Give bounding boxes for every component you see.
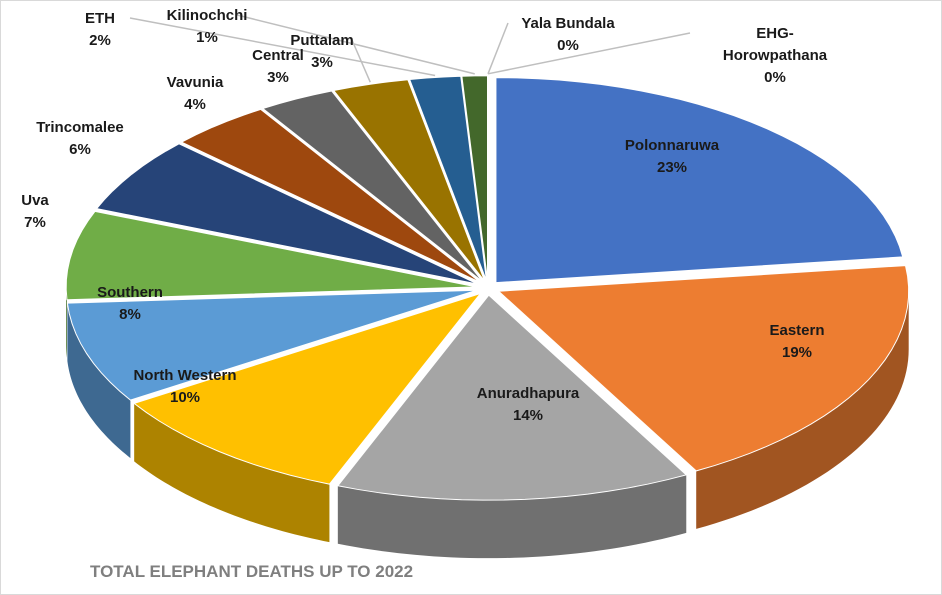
leader-line xyxy=(236,14,475,75)
slice-label: EHG-Horowpathana xyxy=(723,25,828,64)
slice-label: Kilinochchi xyxy=(167,7,248,24)
slice-value-label: 23% xyxy=(657,159,687,176)
slice xyxy=(133,292,482,485)
slice-label: Vavunia xyxy=(167,74,224,91)
slice-label: Polonnaruwa xyxy=(625,137,720,154)
slice xyxy=(65,210,477,301)
slice-label: Yala Bundala xyxy=(521,15,615,32)
slice-side xyxy=(134,403,330,543)
slice-label: Central xyxy=(252,47,304,64)
slice-value-label: 0% xyxy=(764,69,786,86)
slice-label: Trincomalee xyxy=(36,119,124,136)
slice xyxy=(261,90,483,282)
slice xyxy=(332,79,486,282)
slice-value-label: 10% xyxy=(170,389,200,406)
leader-line xyxy=(129,17,436,77)
slice xyxy=(497,265,910,472)
leader-line xyxy=(487,22,509,75)
slice-value-label: 0% xyxy=(557,37,579,54)
slice-value-label: 6% xyxy=(69,141,91,158)
slice xyxy=(180,108,481,283)
slice-label: ETH xyxy=(85,10,115,27)
slice-value-label: 1% xyxy=(196,29,218,46)
slice-label: Uva xyxy=(21,192,49,209)
slice-label: Eastern xyxy=(769,322,824,339)
slice-side xyxy=(66,286,67,358)
slice xyxy=(95,143,479,285)
slice-side xyxy=(67,303,131,459)
slice-value-label: 14% xyxy=(513,407,543,424)
leader-line xyxy=(487,32,691,75)
slice-value-label: 2% xyxy=(89,32,111,49)
slice xyxy=(408,75,487,282)
slice-value-label: 8% xyxy=(119,306,141,323)
slice-value-label: 3% xyxy=(311,54,333,71)
slice xyxy=(66,289,477,401)
slice-label: Anuradhapura xyxy=(477,385,580,402)
slice-label: Puttalam xyxy=(290,32,353,49)
slice-side xyxy=(337,474,687,559)
slice-value-label: 19% xyxy=(782,344,812,361)
slice-label: North Western xyxy=(133,367,236,384)
slice xyxy=(495,77,904,284)
slice xyxy=(336,294,688,501)
slice-side xyxy=(696,291,909,529)
slice-value-label: 3% xyxy=(267,69,289,86)
slice-value-label: 4% xyxy=(184,96,206,113)
chart-title: TOTAL ELEPHANT DEATHS UP TO 2022 xyxy=(90,562,413,581)
slice-value-label: 7% xyxy=(24,214,46,231)
slice-label: Southern xyxy=(97,284,163,301)
